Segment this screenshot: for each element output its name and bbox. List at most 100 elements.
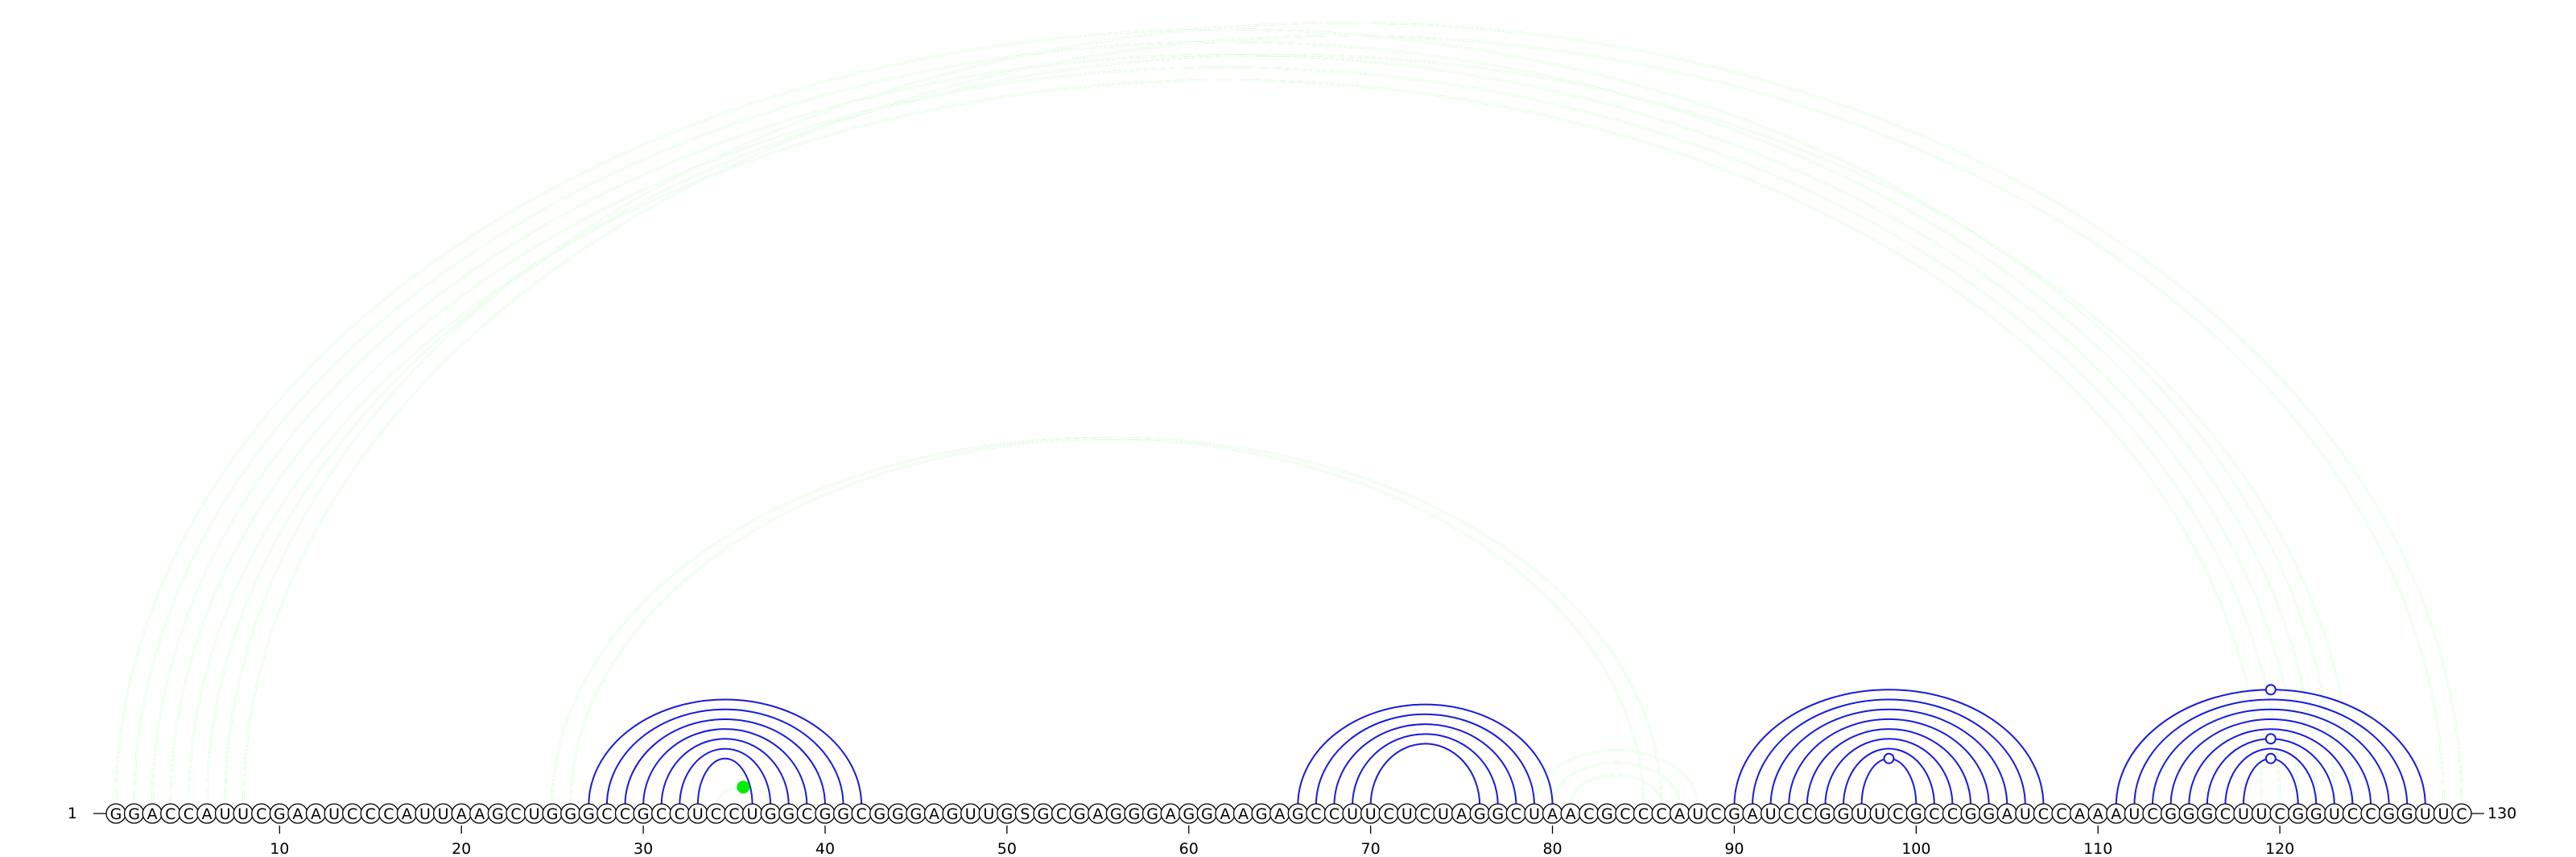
top-arc	[188, 79, 2263, 806]
nucleotide: C	[597, 803, 617, 824]
nucleotide-letter: U	[965, 805, 976, 823]
nucleotide-letter: C	[1711, 805, 1721, 823]
nucleotide-letter: G	[564, 805, 576, 823]
nucleotide: A	[1215, 803, 1236, 824]
bottom-arc	[2242, 757, 2299, 806]
nucleotide: U	[2251, 803, 2273, 824]
nucleotide: G	[542, 803, 563, 824]
nucleotide-letter: G	[1601, 805, 1613, 823]
nucleotide: C	[851, 803, 872, 824]
nucleotide: A	[451, 803, 472, 824]
nucleotide-letter: G	[2383, 805, 2395, 823]
bottom-arc	[1769, 708, 2008, 806]
nucleotide: C	[796, 803, 818, 824]
nucleotide-letter: G	[819, 805, 832, 823]
tick-label: 110	[2083, 840, 2112, 857]
nucleotide-letter: U	[983, 805, 994, 823]
nucleotide-letter: U	[2420, 805, 2431, 823]
nucleotide: U	[687, 803, 708, 824]
nucleotide: G	[1979, 803, 2000, 824]
arc-marker	[2264, 733, 2277, 745]
nucleotide-letter: C	[1056, 805, 1067, 823]
nucleotide: U	[1360, 803, 1381, 824]
nucleotide: A	[1542, 803, 1563, 824]
nucleotide: A	[1269, 803, 1290, 824]
nucleotide-letter: G	[1074, 805, 1086, 823]
nucleotide-letter: C	[2456, 805, 2467, 823]
nucleotide: G	[1814, 803, 1836, 824]
nucleotide-letter: A	[1166, 805, 1176, 823]
nucleotide: U	[978, 803, 999, 824]
nucleotide-letter: C	[1583, 805, 1594, 823]
nucleotide: G	[942, 803, 963, 824]
bottom-arc	[1806, 728, 1972, 806]
nucleotide-letter: U	[747, 805, 758, 823]
nucleotide-letter: A	[292, 805, 303, 823]
nucleotide-letter: G	[910, 805, 923, 823]
nucleotide-letter: A	[456, 805, 467, 823]
nucleotide: A	[2069, 803, 2091, 824]
nucleotide: C	[724, 803, 745, 824]
nucleotide: U	[2124, 803, 2145, 824]
nucleotide: A	[1232, 803, 1254, 824]
nucleotide: A	[1560, 803, 1581, 824]
nucleotide: U	[324, 803, 345, 824]
nucleotide-letter: C	[1802, 805, 1812, 823]
nucleotide-letter: C	[2365, 805, 2376, 823]
nucleotide-letter: G	[1965, 805, 1977, 823]
nucleotide-letter: C	[2220, 805, 2231, 823]
bottom-arc	[2224, 747, 2318, 806]
bottom-arc	[1860, 757, 1918, 806]
nucleotide: S	[1014, 803, 1036, 824]
bottom-arc	[624, 718, 826, 806]
bottom-arc	[696, 757, 753, 806]
nucleotide: G	[815, 803, 836, 824]
nucleotide-letter: A	[2002, 805, 2013, 823]
nucleotide-letter: C	[1893, 805, 1903, 823]
nucleotide: U	[741, 803, 763, 824]
nucleotide: A	[469, 803, 490, 824]
nucleotide: G	[2197, 803, 2218, 824]
nucleotide: C	[1414, 803, 1436, 824]
nucleotide-letter: U	[1692, 805, 1703, 823]
tick-label: 20	[452, 840, 471, 857]
nucleotide: C	[178, 803, 200, 824]
nucleotide: G	[1287, 803, 1308, 824]
nucleotide-letter: C	[510, 805, 521, 823]
nucleotide: G	[760, 803, 781, 824]
nucleotide: C	[1778, 803, 1799, 824]
tick-label: 90	[1724, 840, 1744, 857]
nucleotide-letter: U	[2128, 805, 2140, 823]
bottom-arc	[1369, 743, 1481, 806]
nucleotide-letter: G	[583, 805, 595, 823]
nucleotide-letter: C	[1311, 805, 1321, 823]
bottom-arc	[2133, 699, 2409, 806]
bottom-arc	[660, 738, 790, 806]
top-arc-inner	[169, 66, 2281, 806]
bottom-arc	[1842, 748, 1935, 806]
nucleotide-letter: U	[419, 805, 431, 823]
nucleotide: A	[923, 803, 945, 824]
nucleotide-letter: C	[347, 805, 357, 823]
nucleotide: C	[2360, 803, 2381, 824]
nucleotide: U	[214, 803, 236, 824]
nucleotide-letter: C	[2274, 805, 2285, 823]
nucleotide-letter: A	[474, 805, 485, 823]
nucleotide: A	[305, 803, 327, 824]
nucleotide-letter: C	[711, 805, 721, 823]
nucleotide: C	[1051, 803, 1072, 824]
nucleotide: C	[1942, 803, 1963, 824]
nucleotide: G	[105, 803, 126, 824]
top-arc-inner	[1551, 761, 1681, 806]
nucleotide: C	[669, 803, 690, 824]
nucleotide: G	[123, 803, 145, 824]
top-arc-inner	[133, 41, 2318, 806]
tick-label: 100	[1901, 840, 1930, 857]
nucleotide: G	[1596, 803, 1617, 824]
nucleotide-letter: G	[1183, 805, 1195, 823]
nucleotide-letter: G	[547, 805, 559, 823]
nucleotide-letter: C	[1384, 805, 1394, 823]
nucleotide-letter: G	[2292, 805, 2304, 823]
top-arc	[151, 53, 2299, 806]
nucleotide-letter: G	[1983, 805, 1995, 823]
